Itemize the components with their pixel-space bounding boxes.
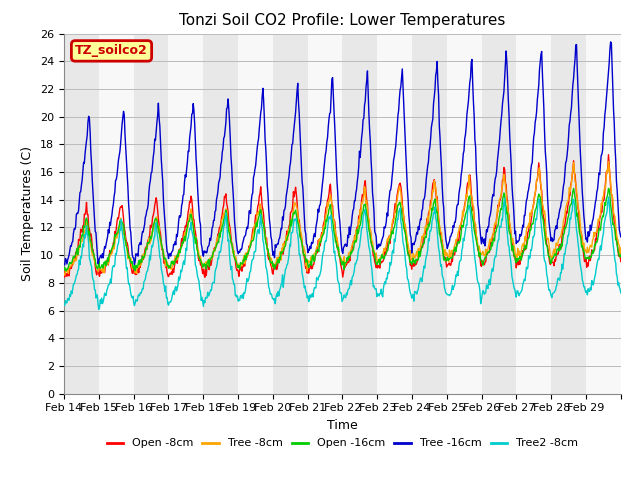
Tree -16cm bbox=[256, 118, 264, 124]
Tree -8cm bbox=[256, 201, 264, 207]
Bar bbox=[238, 34, 273, 394]
Open -8cm bbox=[401, 221, 408, 227]
Open -8cm bbox=[125, 254, 133, 260]
Open -16cm bbox=[605, 185, 612, 191]
Line: Open -16cm: Open -16cm bbox=[64, 188, 621, 271]
Tree2 -8cm bbox=[277, 282, 285, 288]
Bar bbox=[273, 34, 308, 394]
Bar bbox=[586, 34, 621, 394]
Tree -16cm bbox=[617, 234, 625, 240]
Open -16cm bbox=[277, 249, 285, 255]
Tree -8cm bbox=[277, 257, 285, 263]
Tree -8cm bbox=[228, 242, 236, 248]
Line: Tree -16cm: Tree -16cm bbox=[64, 42, 621, 265]
Open -16cm bbox=[62, 268, 70, 274]
Tree -16cm bbox=[60, 262, 68, 267]
Tree -16cm bbox=[432, 72, 440, 78]
Tree -8cm bbox=[617, 245, 625, 251]
Open -8cm bbox=[201, 275, 209, 280]
Tree -16cm bbox=[277, 226, 285, 231]
Open -16cm bbox=[60, 267, 68, 273]
Tree2 -8cm bbox=[95, 307, 102, 312]
Bar bbox=[134, 34, 168, 394]
Bar bbox=[99, 34, 134, 394]
Tree -8cm bbox=[126, 256, 134, 262]
Tree -8cm bbox=[432, 185, 440, 191]
Text: TZ_soilco2: TZ_soilco2 bbox=[75, 44, 148, 58]
Tree -16cm bbox=[607, 39, 614, 45]
Bar bbox=[377, 34, 412, 394]
Open -16cm bbox=[228, 246, 236, 252]
Tree2 -8cm bbox=[617, 290, 625, 296]
Tree2 -8cm bbox=[401, 247, 408, 253]
Open -8cm bbox=[228, 241, 236, 247]
Open -16cm bbox=[126, 256, 134, 262]
Tree2 -8cm bbox=[256, 218, 264, 224]
Tree -8cm bbox=[60, 271, 68, 277]
Tree -8cm bbox=[605, 158, 612, 164]
Open -8cm bbox=[432, 187, 440, 192]
X-axis label: Time: Time bbox=[327, 419, 358, 432]
Tree -16cm bbox=[228, 180, 236, 185]
Bar bbox=[481, 34, 516, 394]
Bar bbox=[412, 34, 447, 394]
Line: Tree -8cm: Tree -8cm bbox=[64, 161, 621, 275]
Open -8cm bbox=[277, 255, 285, 261]
Line: Open -8cm: Open -8cm bbox=[64, 155, 621, 277]
Bar bbox=[64, 34, 99, 394]
Tree -16cm bbox=[126, 226, 134, 231]
Bar bbox=[447, 34, 481, 394]
Line: Tree2 -8cm: Tree2 -8cm bbox=[64, 197, 621, 310]
Tree2 -8cm bbox=[432, 215, 440, 221]
Open -8cm bbox=[256, 191, 264, 196]
Y-axis label: Soil Temperatures (C): Soil Temperatures (C) bbox=[22, 146, 35, 281]
Bar bbox=[516, 34, 551, 394]
Tree2 -8cm bbox=[60, 302, 68, 308]
Open -8cm bbox=[617, 259, 625, 264]
Tree2 -8cm bbox=[605, 194, 612, 200]
Bar bbox=[168, 34, 204, 394]
Open -16cm bbox=[617, 252, 625, 258]
Bar bbox=[308, 34, 342, 394]
Legend: Open -8cm, Tree -8cm, Open -16cm, Tree -16cm, Tree2 -8cm: Open -8cm, Tree -8cm, Open -16cm, Tree -… bbox=[102, 434, 582, 453]
Open -16cm bbox=[256, 208, 264, 214]
Tree -16cm bbox=[61, 262, 68, 268]
Tree -16cm bbox=[401, 119, 408, 125]
Tree2 -8cm bbox=[228, 276, 236, 282]
Open -8cm bbox=[60, 268, 68, 274]
Bar bbox=[204, 34, 238, 394]
Bar bbox=[551, 34, 586, 394]
Open -16cm bbox=[432, 203, 440, 208]
Tree2 -8cm bbox=[126, 286, 134, 291]
Open -8cm bbox=[605, 152, 612, 157]
Tree -8cm bbox=[61, 272, 68, 278]
Open -16cm bbox=[401, 227, 408, 233]
Bar bbox=[342, 34, 377, 394]
Tree -8cm bbox=[401, 224, 408, 229]
Title: Tonzi Soil CO2 Profile: Lower Temperatures: Tonzi Soil CO2 Profile: Lower Temperatur… bbox=[179, 13, 506, 28]
